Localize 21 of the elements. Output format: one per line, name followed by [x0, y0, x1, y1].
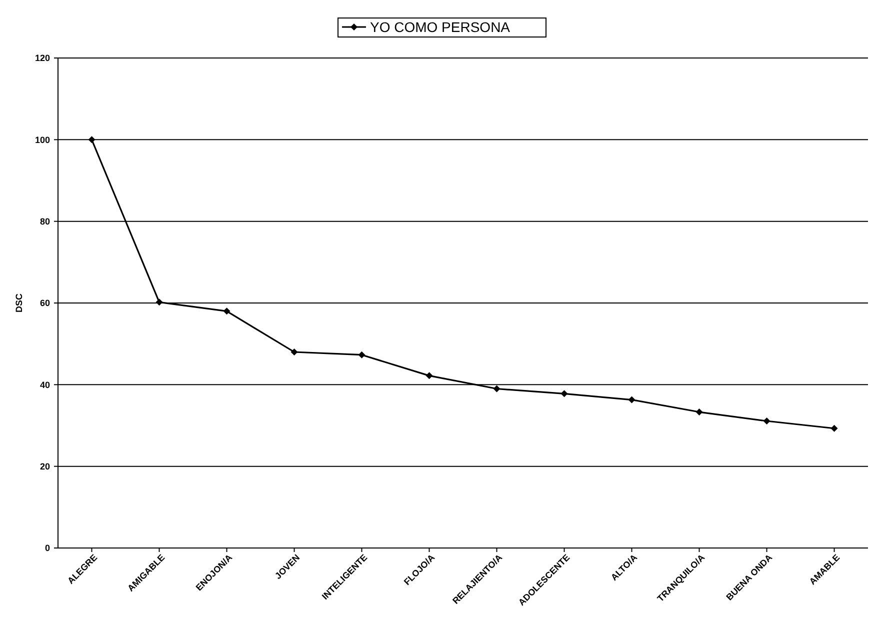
point	[830, 424, 838, 432]
y-tick-label: 40	[40, 380, 50, 390]
point	[628, 396, 636, 404]
point	[358, 351, 366, 358]
point	[88, 136, 96, 144]
legend-label: YO COMO PERSONA	[370, 19, 511, 35]
point	[493, 385, 500, 392]
y-tick-label: 80	[40, 216, 50, 226]
point	[696, 408, 703, 416]
point	[426, 372, 433, 380]
y-tick-label: 100	[34, 134, 50, 145]
point	[560, 390, 568, 398]
y-tick-label: 60	[40, 298, 50, 308]
point	[156, 298, 163, 306]
y-axis-title: DSC	[14, 293, 24, 313]
y-tick-label: 0	[44, 543, 50, 554]
point	[763, 418, 770, 425]
point	[290, 348, 298, 356]
point	[223, 308, 230, 315]
y-tick-label: 120	[34, 53, 50, 64]
y-tick-label: 20	[40, 461, 50, 472]
